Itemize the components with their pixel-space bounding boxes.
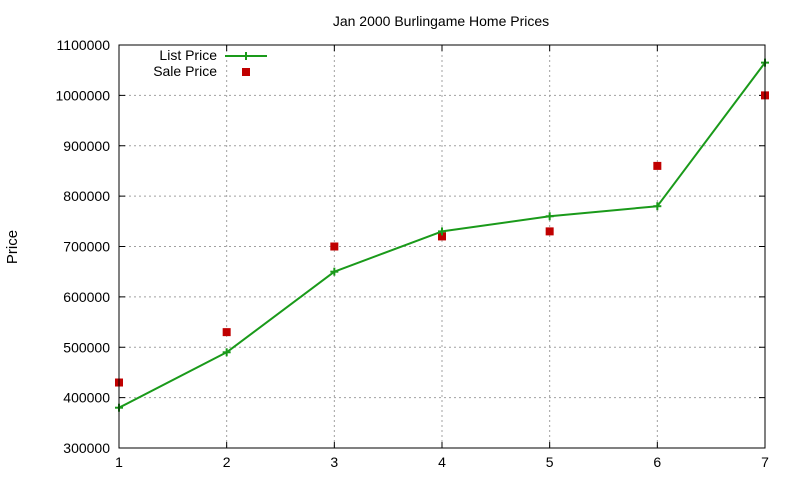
list-price-point [545, 212, 554, 221]
list-price-point [438, 227, 446, 236]
y-tick-label: 900000 [63, 138, 110, 154]
x-tick-label: 4 [438, 454, 446, 470]
list-price-point [222, 348, 231, 357]
y-tick-label: 500000 [63, 339, 110, 355]
sale-price-point [545, 227, 554, 236]
x-tick-label: 7 [761, 454, 769, 470]
list-price-point [330, 267, 339, 276]
sale-price-point [222, 328, 231, 337]
y-tick-label: 1000000 [55, 87, 110, 103]
chart-title: Jan 2000 Burlingame Home Prices [333, 13, 549, 29]
list-price-point [653, 202, 662, 211]
legend-label-list-price: List Price [159, 47, 217, 63]
y-tick-label: 700000 [63, 239, 110, 255]
x-tick-label: 5 [546, 454, 554, 470]
axis-ticks: 300000 400000 500000 600000 700000 800000 9000… [55, 37, 769, 470]
y-tick-label: 800000 [63, 188, 110, 204]
series-layer [115, 58, 769, 412]
x-tick-label: 1 [115, 454, 123, 470]
legend-symbol-sale-price [242, 68, 250, 76]
legend: List Price Sale Price [153, 47, 267, 79]
sale-price-point [653, 161, 662, 170]
y-tick-label: 600000 [63, 289, 110, 305]
sale-price-point [330, 242, 339, 251]
x-tick-label: 6 [653, 454, 661, 470]
sale-price-point [438, 232, 446, 241]
legend-symbol-list-price [225, 52, 267, 60]
legend-square-sale-price [242, 68, 250, 76]
x-tick-label: 3 [330, 454, 338, 470]
plot-frame [118, 44, 766, 449]
y-tick-label: 1100000 [57, 37, 111, 53]
grid-lines [119, 45, 765, 448]
legend-label-sale-price: Sale Price [153, 63, 217, 79]
y-tick-label: 300000 [63, 440, 110, 456]
y-tick-label: 400000 [63, 390, 110, 406]
x-tick-label: 2 [223, 454, 231, 470]
y-axis-label: Price [4, 230, 21, 264]
legend-cross-list-price [242, 52, 250, 60]
